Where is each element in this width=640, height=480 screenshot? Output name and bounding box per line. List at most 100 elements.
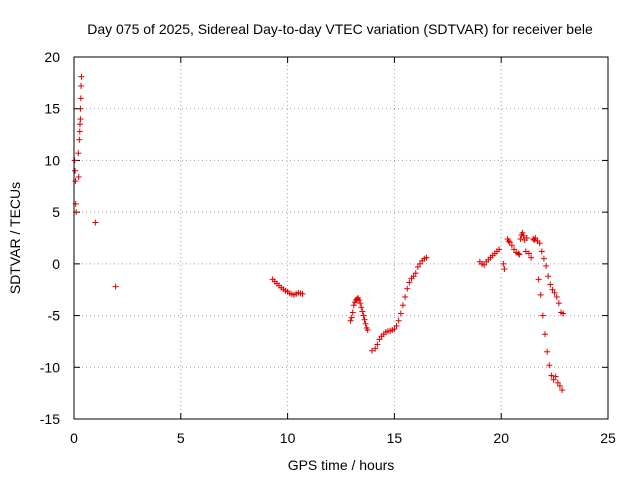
data-point <box>553 293 560 300</box>
data-point <box>410 273 417 280</box>
data-point <box>399 302 406 309</box>
data-point <box>395 317 402 324</box>
y-tick-label: 0 <box>52 256 60 272</box>
y-axis-label: SDTVAR / TECUs <box>7 182 23 294</box>
data-point <box>72 178 79 185</box>
data-point <box>357 300 364 307</box>
data-point <box>517 236 524 243</box>
data-point <box>349 309 356 316</box>
data-point <box>481 261 488 268</box>
y-tick-label: -10 <box>40 359 60 375</box>
data-point <box>299 290 306 297</box>
x-tick-label: 20 <box>493 430 509 446</box>
data-point <box>540 255 547 262</box>
x-tick-label: 10 <box>280 430 296 446</box>
data-point <box>554 379 561 386</box>
x-axis-label: GPS time / hours <box>288 457 395 473</box>
data-point <box>71 157 78 164</box>
data-point <box>75 150 82 157</box>
data-point <box>350 302 357 309</box>
data-point <box>360 312 367 319</box>
data-point <box>347 317 354 324</box>
data-point <box>522 248 529 255</box>
data-point <box>525 250 532 257</box>
data-point <box>544 348 551 355</box>
data-point <box>364 327 371 334</box>
data-point <box>547 281 554 288</box>
data-point <box>516 251 523 258</box>
chart-title: Day 075 of 2025, Sidereal Day-to-day VTE… <box>87 21 593 37</box>
data-point <box>496 246 503 253</box>
data-point <box>76 121 83 128</box>
data-point <box>76 136 83 143</box>
data-point <box>556 382 563 389</box>
data-point <box>78 82 85 89</box>
data-point <box>528 254 535 261</box>
data-point <box>501 266 508 273</box>
data-point <box>559 387 566 394</box>
data-point <box>536 240 543 247</box>
data-point <box>359 308 366 315</box>
data-point <box>546 362 553 369</box>
data-point <box>519 229 526 236</box>
data-point <box>78 73 85 80</box>
data-point <box>376 336 383 343</box>
y-tick-label: -15 <box>40 411 60 427</box>
data-point <box>549 286 556 293</box>
data-point <box>76 128 83 135</box>
data-point <box>506 239 513 246</box>
y-tick-label: 15 <box>44 101 60 117</box>
x-tick-label: 15 <box>387 430 403 446</box>
data-point <box>535 276 542 283</box>
data-point <box>75 173 82 180</box>
data-point <box>508 242 515 249</box>
data-point <box>417 260 424 267</box>
data-point <box>414 263 421 270</box>
x-tick-label: 5 <box>177 430 185 446</box>
data-point <box>500 260 507 267</box>
data-point <box>393 322 400 329</box>
y-tick-label: 20 <box>44 49 60 65</box>
data-point <box>538 248 545 255</box>
data-point <box>537 291 544 298</box>
data-point <box>356 297 363 304</box>
data-point <box>550 376 557 383</box>
data-point <box>511 246 518 253</box>
data-point <box>391 326 398 333</box>
data-point <box>92 219 99 226</box>
data-point <box>72 167 79 174</box>
data-point <box>548 372 555 379</box>
x-tick-label: 25 <box>600 430 616 446</box>
plot-frame <box>73 56 609 420</box>
data-point <box>505 238 512 245</box>
data-point <box>552 373 559 380</box>
data-point <box>361 316 368 323</box>
data-point <box>541 331 548 338</box>
data-point <box>560 310 567 317</box>
data-point <box>374 341 381 348</box>
data-point <box>545 273 552 280</box>
data-point <box>368 347 375 354</box>
data-point <box>77 95 84 102</box>
data-point <box>523 235 530 241</box>
data-point <box>402 293 409 300</box>
data-points <box>71 73 567 394</box>
data-point <box>77 116 84 123</box>
data-point <box>77 105 84 112</box>
y-tick-label: -5 <box>48 308 61 324</box>
data-point <box>358 304 365 311</box>
data-point <box>520 232 527 239</box>
data-point <box>406 279 413 286</box>
data-point <box>532 235 539 241</box>
data-point <box>397 310 404 317</box>
data-point <box>348 314 355 321</box>
data-point <box>404 285 411 292</box>
y-tick-label: 10 <box>44 152 60 168</box>
data-point <box>362 320 369 327</box>
data-point <box>539 312 546 319</box>
data-point <box>515 250 522 257</box>
data-point <box>412 270 419 277</box>
grid <box>74 57 608 419</box>
data-point <box>555 300 562 307</box>
x-tick-label: 0 <box>70 430 78 446</box>
